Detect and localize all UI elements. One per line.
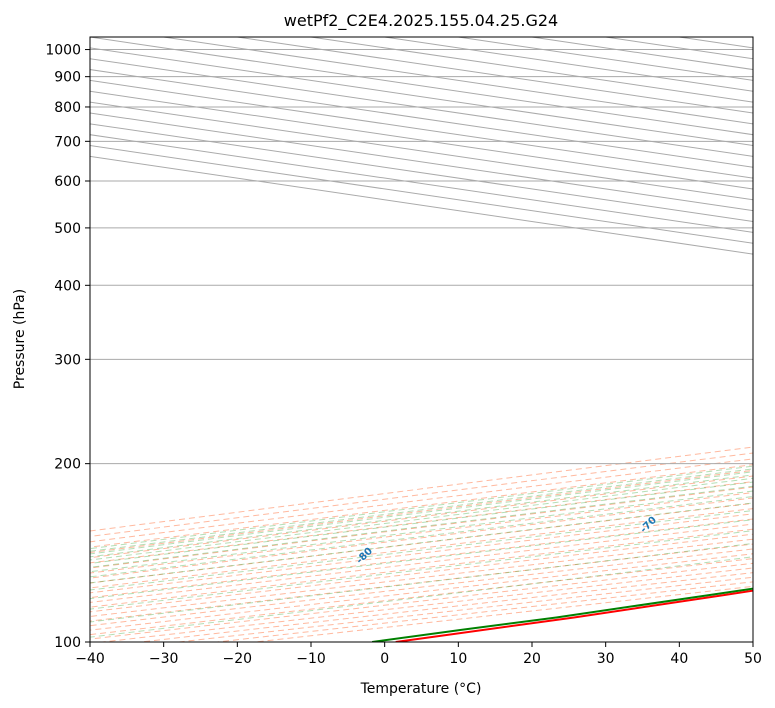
isotherm-line — [90, 101, 753, 201]
isotherm-line — [90, 90, 753, 190]
dry-adiabat — [90, 562, 753, 640]
y-tick-label: 700 — [54, 134, 81, 150]
isotherm-line — [90, 69, 753, 168]
x-axis: −40 −30 −20 −10 0 10 20 30 40 50 — [75, 642, 762, 667]
x-tick-label: 50 — [744, 651, 762, 667]
isotherm-line — [458, 37, 753, 81]
y-axis: 100 200 300 400 500 600 700 800 900 1000 — [45, 43, 90, 651]
x-tick-label: 40 — [670, 651, 688, 667]
x-tick-label: −30 — [149, 651, 179, 667]
isotherm-line — [90, 134, 753, 233]
dry-adiabat — [255, 585, 753, 642]
x-tick-label: 0 — [380, 651, 389, 667]
y-tick-label: 300 — [54, 352, 81, 368]
isotherm-line — [90, 123, 753, 223]
y-axis-title: Pressure (hPa) — [12, 289, 28, 389]
y-tick-label: 200 — [54, 457, 81, 473]
background-lines — [90, 37, 753, 642]
chart-title: wetPf2_C2E4.2025.155.04.25.G24 — [284, 11, 558, 31]
isotherm-line — [752, 37, 753, 38]
x-tick-label: −40 — [75, 651, 105, 667]
x-tick-label: 20 — [523, 651, 541, 667]
y-tick-label: 100 — [54, 635, 81, 651]
y-tick-label: 400 — [54, 278, 81, 294]
x-tick-label: −20 — [223, 651, 253, 667]
plot-frame — [89, 36, 754, 643]
y-tick-label: 500 — [54, 221, 81, 237]
isotherm-label: -90 — [70, 577, 91, 598]
isotherm-line — [90, 47, 753, 147]
x-tick-label: 10 — [449, 651, 467, 667]
x-axis-title: Temperature (°C) — [360, 681, 482, 697]
x-tick-label: −10 — [296, 651, 326, 667]
isotherm-line — [90, 112, 753, 212]
y-tick-label: 800 — [54, 100, 81, 116]
dry-adiabat — [140, 572, 753, 642]
x-tick-label: 30 — [597, 651, 615, 667]
y-tick-label: 600 — [54, 174, 81, 190]
y-tick-label: 900 — [54, 70, 81, 86]
y-tick-label: 1000 — [45, 43, 81, 59]
isotherm-line — [90, 79, 753, 179]
isotherm-line — [90, 58, 753, 157]
